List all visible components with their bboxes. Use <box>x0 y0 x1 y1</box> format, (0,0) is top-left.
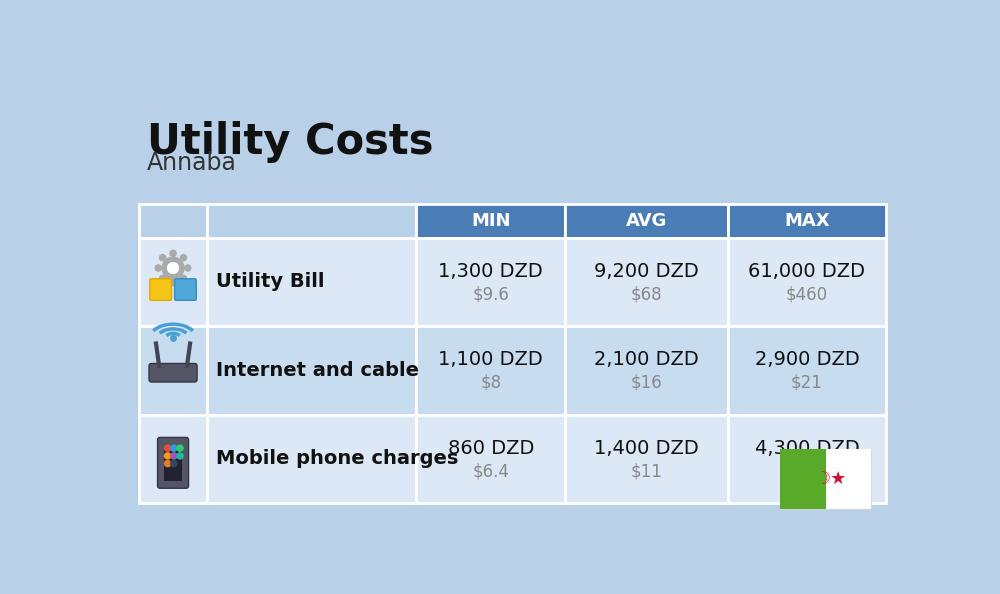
Bar <box>207 326 416 415</box>
Bar <box>207 415 416 503</box>
Bar <box>139 326 207 415</box>
Circle shape <box>171 445 177 451</box>
Circle shape <box>177 453 183 459</box>
Bar <box>780 449 826 510</box>
Circle shape <box>170 250 176 257</box>
Bar <box>565 204 728 238</box>
Circle shape <box>162 257 184 279</box>
Bar <box>565 238 728 326</box>
Text: MIN: MIN <box>471 211 511 230</box>
Text: $11: $11 <box>631 462 663 481</box>
Text: 61,000 DZD: 61,000 DZD <box>748 261 866 280</box>
FancyBboxPatch shape <box>175 279 196 301</box>
Text: $6.4: $6.4 <box>472 462 509 481</box>
Circle shape <box>165 460 171 467</box>
Text: AVG: AVG <box>626 211 667 230</box>
Bar <box>416 238 565 326</box>
Bar <box>728 238 886 326</box>
Text: MAX: MAX <box>784 211 830 230</box>
Circle shape <box>171 453 177 459</box>
Text: Mobile phone charges: Mobile phone charges <box>216 450 459 469</box>
Bar <box>139 415 207 503</box>
Text: 1,100 DZD: 1,100 DZD <box>438 350 543 369</box>
Bar <box>207 204 416 238</box>
Bar <box>565 415 728 503</box>
Circle shape <box>168 263 178 273</box>
Text: 860 DZD: 860 DZD <box>448 439 534 458</box>
Bar <box>416 415 565 503</box>
Text: ☽★: ☽★ <box>815 470 847 488</box>
Circle shape <box>165 445 171 451</box>
Bar <box>139 204 207 238</box>
Bar <box>207 238 416 326</box>
Text: $32: $32 <box>791 462 823 481</box>
FancyBboxPatch shape <box>149 364 197 382</box>
Text: Internet and cable: Internet and cable <box>216 361 419 380</box>
Circle shape <box>180 255 187 261</box>
Circle shape <box>171 460 177 467</box>
Text: Utility Costs: Utility Costs <box>147 121 433 163</box>
Text: 2,100 DZD: 2,100 DZD <box>594 350 699 369</box>
Text: $68: $68 <box>631 285 662 303</box>
Bar <box>416 204 565 238</box>
Bar <box>728 326 886 415</box>
Bar <box>826 449 871 510</box>
Bar <box>416 326 565 415</box>
Circle shape <box>170 280 176 286</box>
Text: 1,400 DZD: 1,400 DZD <box>594 439 699 458</box>
Bar <box>565 326 728 415</box>
Circle shape <box>160 275 166 282</box>
Text: Utility Bill: Utility Bill <box>216 273 325 292</box>
Circle shape <box>165 453 171 459</box>
Text: 9,200 DZD: 9,200 DZD <box>594 261 699 280</box>
Text: $16: $16 <box>631 374 662 392</box>
FancyBboxPatch shape <box>150 279 172 301</box>
Text: 1,300 DZD: 1,300 DZD <box>438 261 543 280</box>
Text: $9.6: $9.6 <box>472 285 509 303</box>
Circle shape <box>177 445 183 451</box>
Bar <box>728 415 886 503</box>
Circle shape <box>155 265 161 271</box>
Text: 4,300 DZD: 4,300 DZD <box>755 439 859 458</box>
Circle shape <box>160 255 166 261</box>
Text: 2,900 DZD: 2,900 DZD <box>755 350 859 369</box>
Circle shape <box>185 265 191 271</box>
Text: Annaba: Annaba <box>147 151 237 175</box>
FancyBboxPatch shape <box>780 449 871 510</box>
Bar <box>728 204 886 238</box>
Text: $460: $460 <box>786 285 828 303</box>
Bar <box>139 238 207 326</box>
Text: $21: $21 <box>791 374 823 392</box>
Circle shape <box>180 275 187 282</box>
Text: $8: $8 <box>480 374 501 392</box>
Bar <box>164 447 182 481</box>
FancyBboxPatch shape <box>158 437 189 488</box>
